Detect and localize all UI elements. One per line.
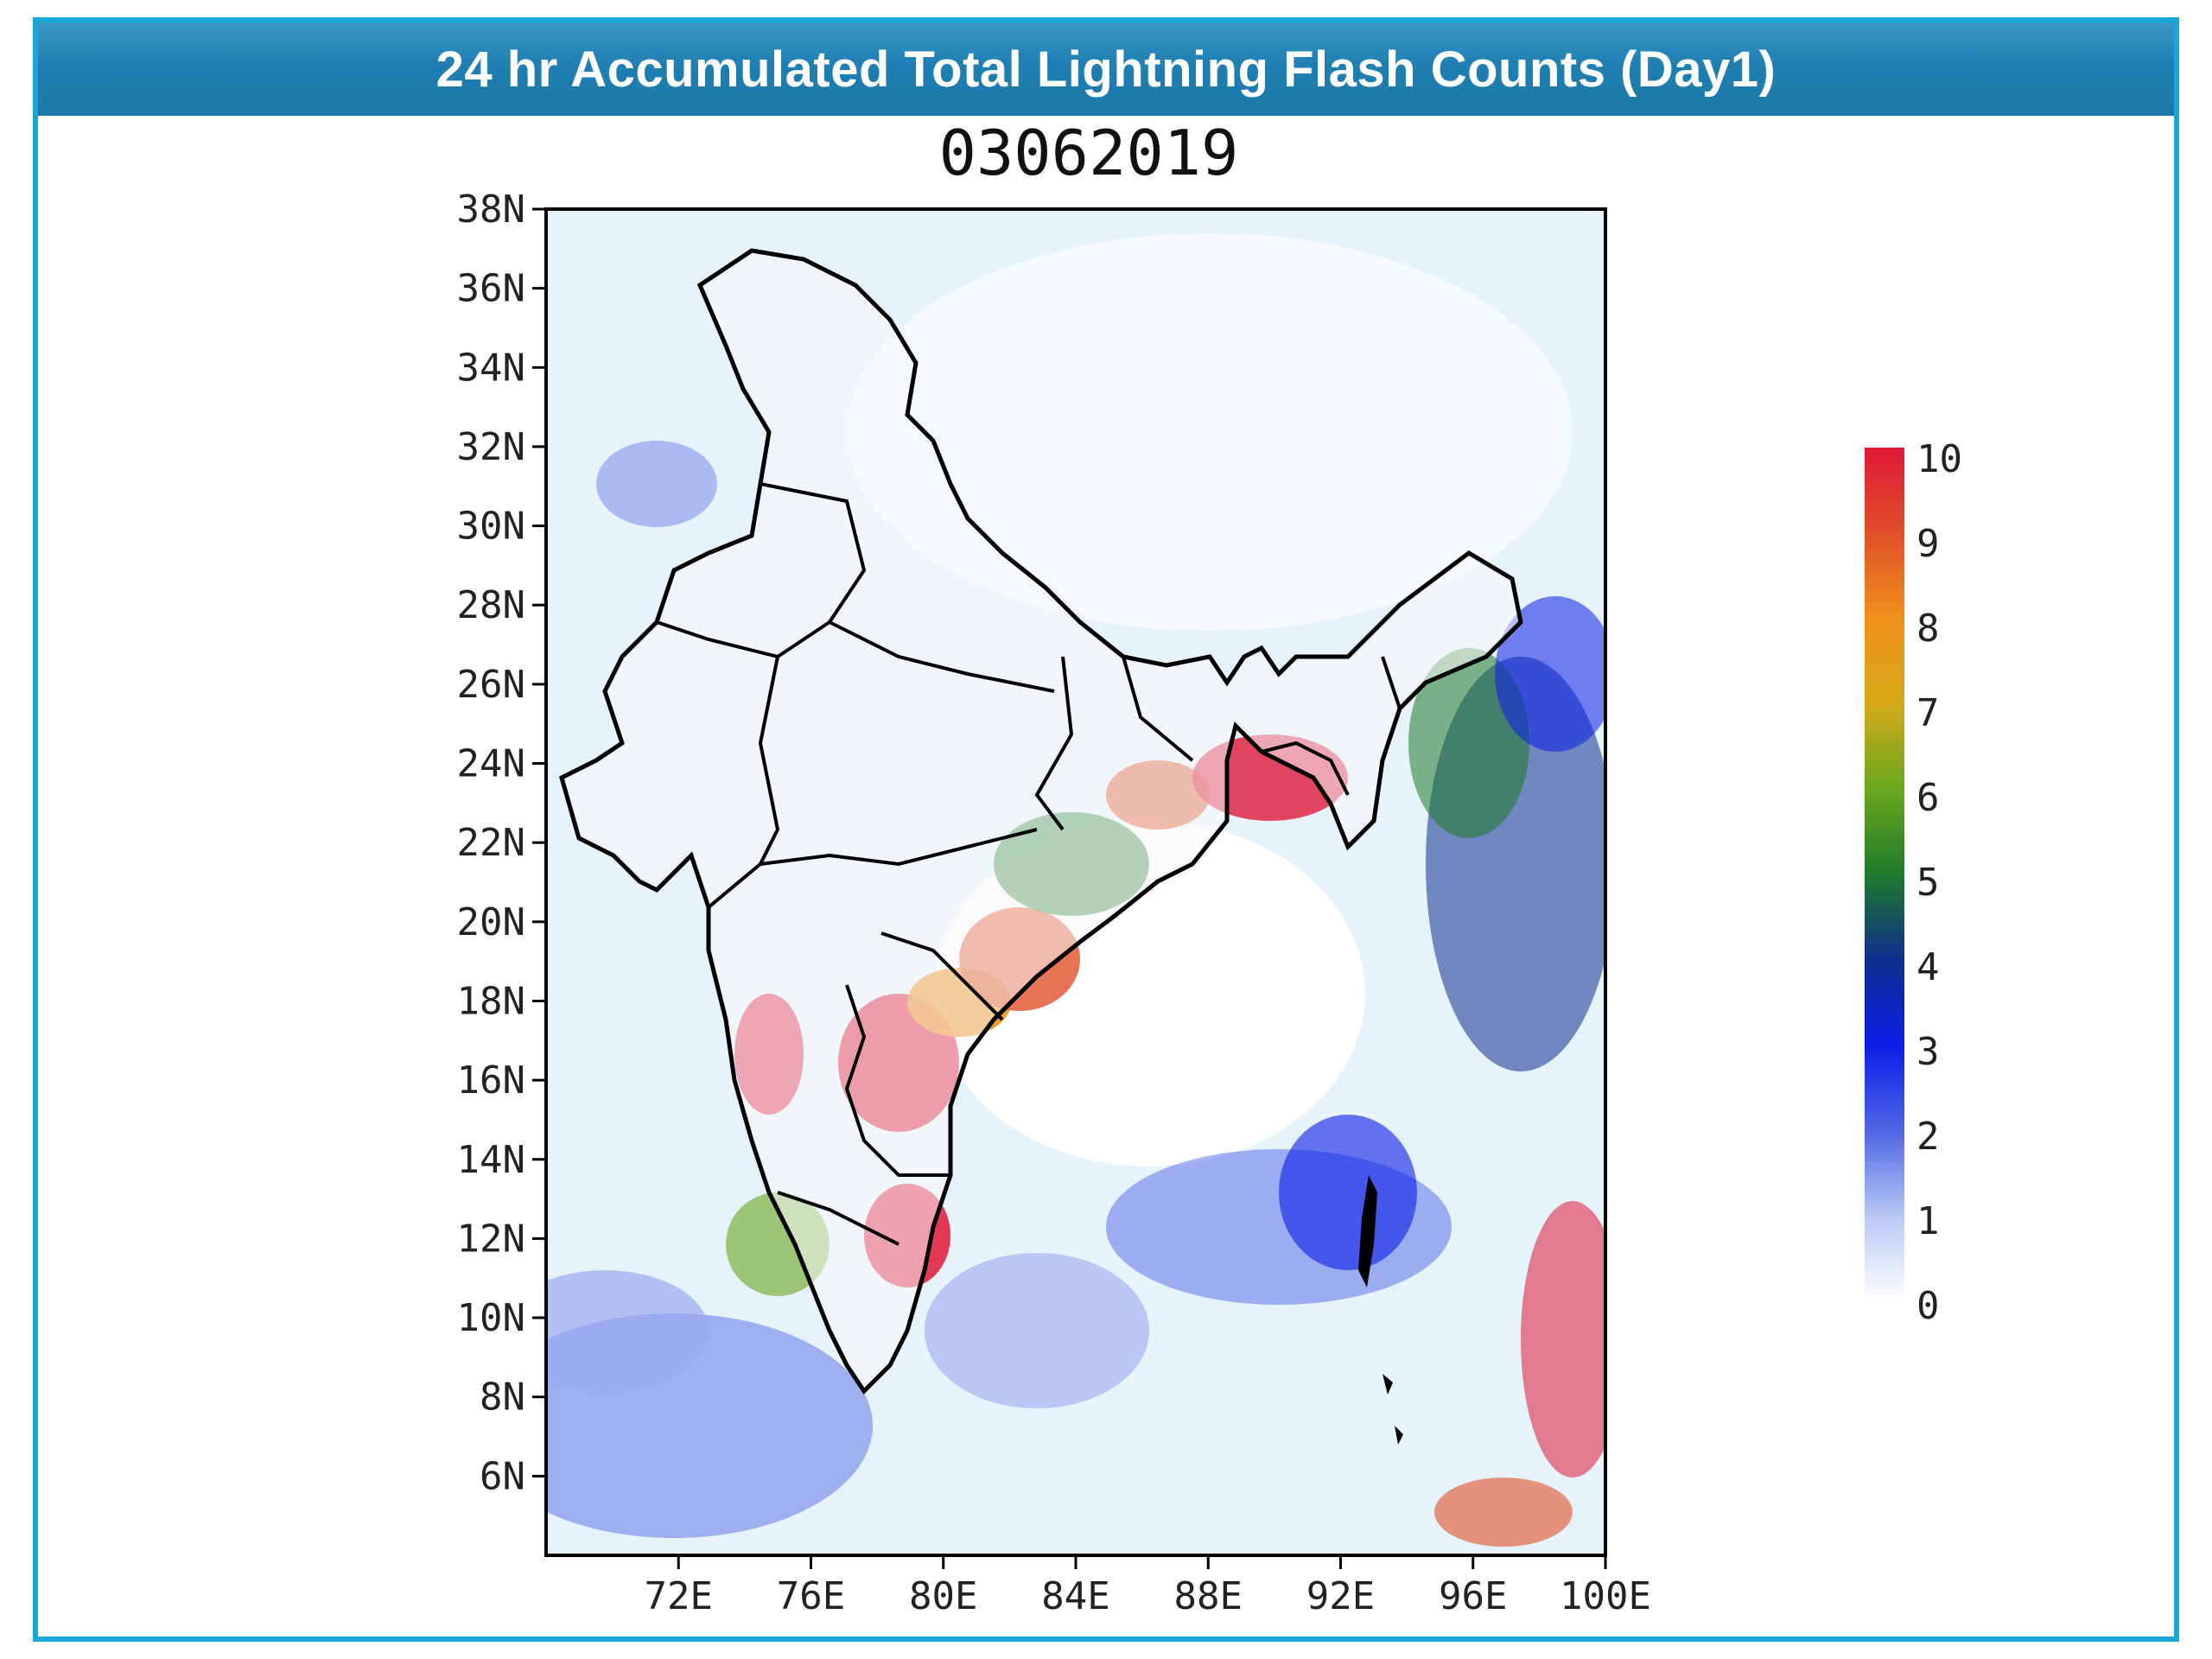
colorbar-label: 2 — [1916, 1115, 1940, 1159]
lon-tick-label: 92E — [1306, 1574, 1375, 1618]
lat-tick-label: 32N — [457, 425, 525, 469]
lon-tick-label: 76E — [777, 1574, 845, 1618]
colorbar-label: 0 — [1916, 1284, 1940, 1328]
map-date: 03062019 — [938, 117, 1239, 189]
colorbar-label: 6 — [1916, 776, 1940, 820]
colorbar-label: 1 — [1916, 1199, 1940, 1243]
lon-tick-label: 84E — [1041, 1574, 1109, 1618]
nicobar-islands — [1382, 1374, 1403, 1445]
lat-tick-label: 38N — [457, 188, 525, 232]
colorbar-label: 9 — [1916, 522, 1940, 566]
title-bar: 24 hr Accumulated Total Lightning Flash … — [38, 22, 2174, 116]
lat-tick-label: 24N — [457, 742, 525, 786]
lat-tick-label: 10N — [457, 1296, 525, 1340]
lat-tick-label: 16N — [457, 1058, 525, 1103]
lat-tick-label: 14N — [457, 1138, 525, 1182]
lon-tick-label: 96E — [1439, 1574, 1507, 1618]
lon-tick-label: 72E — [645, 1574, 713, 1618]
lat-tick-label: 8N — [480, 1376, 525, 1420]
andaman-islands — [1358, 1175, 1377, 1287]
lon-tick-label: 80E — [909, 1574, 977, 1618]
lat-tick-label: 26N — [457, 663, 525, 707]
lat-tick-label: 18N — [457, 979, 525, 1023]
figure-title: 24 hr Accumulated Total Lightning Flash … — [435, 41, 1777, 98]
colorbar-label: 7 — [1916, 691, 1940, 735]
colorbar-label: 3 — [1916, 1030, 1940, 1074]
longitude-axis: 72E 76E 80E 84E 88E 92E 96E 100E — [645, 1555, 1651, 1618]
lat-tick-label: 22N — [457, 821, 525, 865]
lat-tick-label: 30N — [457, 505, 525, 549]
colorbar-label: 10 — [1916, 437, 1962, 481]
colorbar — [1865, 448, 1904, 1301]
colorbar-label: 8 — [1916, 607, 1940, 651]
lat-tick-label: 20N — [457, 900, 525, 944]
colorbar-label: 5 — [1916, 861, 1940, 905]
india-boundary — [559, 248, 1523, 1395]
latitude-axis: 38N 36N 34N 32N 30N 28N 26N 24N 22N 20N 18N 16N 14N 1… — [457, 188, 546, 1498]
lat-tick-label: 34N — [457, 346, 525, 390]
lon-tick-label: 88E — [1174, 1574, 1243, 1618]
colorbar-label: 4 — [1916, 945, 1940, 989]
lat-tick-label: 12N — [457, 1217, 525, 1261]
lon-tick-label: 100E — [1560, 1574, 1651, 1618]
lat-tick-label: 6N — [480, 1454, 525, 1498]
lat-tick-label: 36N — [457, 267, 525, 311]
state-boundaries — [656, 482, 1402, 1246]
lat-tick-label: 28N — [457, 583, 525, 627]
